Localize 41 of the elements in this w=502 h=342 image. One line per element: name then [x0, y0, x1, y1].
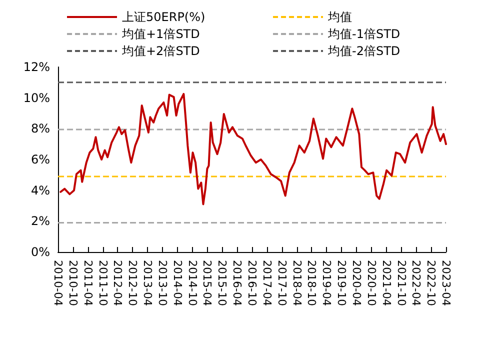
x-tick-label: 2013-04 — [141, 260, 154, 306]
x-tick-label: 2018-10 — [305, 260, 318, 306]
y-tick-label: 8% — [30, 122, 50, 136]
x-tick-label: 2013-10 — [156, 260, 170, 306]
y-tick-label: 2% — [30, 214, 50, 228]
x-tick-label: 2011-10 — [96, 260, 110, 306]
legend-label: 均值+2倍STD — [121, 44, 200, 58]
y-tick-label: 4% — [30, 183, 50, 198]
x-tick-label: 2012-10 — [126, 260, 140, 306]
x-tick-label: 2014-04 — [170, 260, 184, 306]
legend-label: 上证50ERP(%) — [122, 10, 206, 24]
x-tick-label: 2020-04 — [350, 260, 364, 306]
x-tick-label: 2010-10 — [66, 260, 80, 306]
x-tick-label: 2015-10 — [216, 260, 229, 306]
legend-label: 均值-1倍STD — [327, 27, 400, 41]
x-tick-label: 2019-04 — [320, 260, 334, 306]
x-tick-label: 2021-10 — [394, 260, 408, 306]
x-tick-label: 2011-04 — [81, 260, 94, 306]
x-tick-label: 2022-04 — [410, 260, 423, 306]
x-tick-label: 2016-10 — [246, 260, 259, 306]
x-tick-label: 2017-10 — [275, 260, 288, 306]
x-tick-label: 2012-04 — [111, 260, 124, 306]
x-tick-label: 2018-04 — [290, 260, 304, 306]
x-tick-label: 2022-10 — [424, 260, 438, 306]
x-tick-label: 2020-10 — [364, 260, 378, 306]
y-tick-label: 12% — [23, 60, 50, 74]
legend-label: 均值+1倍STD — [121, 27, 200, 41]
x-tick-label: 2010-04 — [52, 260, 64, 306]
text: 均值-2倍STD — [328, 44, 400, 58]
x-tick-label: 2021-04 — [380, 260, 393, 306]
x-tick-label: 2017-04 — [260, 260, 274, 306]
y-tick-label: 10% — [23, 90, 50, 105]
legend-label: 均值 — [327, 10, 352, 24]
x-tick-label: 2015-04 — [200, 260, 214, 306]
line-series — [60, 92, 447, 206]
x-tick-label: 2023-04 — [440, 260, 452, 306]
x-tick-label: 2014-10 — [186, 260, 199, 306]
x-tick-label: 2016-04 — [230, 260, 244, 306]
y-tick-label: 0% — [30, 245, 50, 259]
y-tick-label: 6% — [30, 152, 50, 166]
x-tick-label: 2019-10 — [335, 260, 348, 306]
